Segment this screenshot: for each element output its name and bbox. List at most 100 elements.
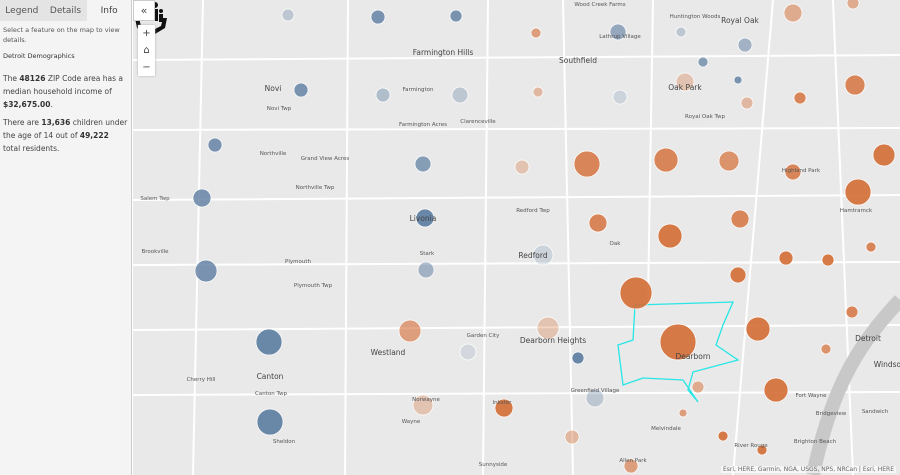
zip-area-circle xyxy=(844,178,872,206)
road xyxy=(133,54,900,61)
zip-area-circle xyxy=(293,82,309,98)
place-label: Lathrup Village xyxy=(599,34,641,40)
place-label: Huntington Woods xyxy=(669,14,721,20)
zip-area-circle xyxy=(737,37,753,53)
place-label: Fort Wayne xyxy=(795,393,827,399)
place-label: Wood Creek Farms xyxy=(574,2,626,8)
place-label: Farmington Hills xyxy=(412,48,474,57)
zip-area-circle xyxy=(281,8,295,22)
place-label: Stark xyxy=(419,251,435,257)
zip-area-circle xyxy=(588,213,608,233)
t: total residents. xyxy=(3,143,60,153)
zip-area-circle xyxy=(207,137,223,153)
zip-area-circle xyxy=(571,351,585,365)
place-label: Salem Twp xyxy=(140,196,170,202)
place-label: Norwayne xyxy=(412,397,440,403)
t: The xyxy=(3,74,20,84)
total-value: 49,222 xyxy=(79,131,109,141)
zip-area-circle xyxy=(718,150,740,172)
zip-area-circle xyxy=(514,159,530,175)
zip-area-circle xyxy=(691,380,705,394)
place-label: Northville Twp xyxy=(295,185,335,191)
zip-area-circle xyxy=(784,163,802,181)
zip-area-circle xyxy=(763,377,789,403)
zip-area-circle xyxy=(865,241,877,253)
zip-area-circle xyxy=(845,305,859,319)
place-label: Sandwich xyxy=(861,409,889,415)
place-label: Oak xyxy=(609,241,621,247)
zip-area-circle xyxy=(417,261,435,279)
children-value: 13,636 xyxy=(41,118,71,128)
zip-area-circle xyxy=(494,398,514,418)
income-value: $32,675.00 xyxy=(3,99,51,109)
place-label: Brighton Beach xyxy=(793,439,837,445)
road xyxy=(344,0,349,475)
place-label: Royal Oak Twp xyxy=(685,114,725,120)
zip-area-circle xyxy=(659,323,697,361)
zip-area-circle xyxy=(778,250,794,266)
road xyxy=(732,0,774,475)
zoom-in-button[interactable]: + xyxy=(142,28,151,39)
place-label: Sunnyside xyxy=(478,462,508,468)
zip-area-circle xyxy=(532,86,544,98)
zip-area-circle xyxy=(536,316,560,340)
zip-area-circle xyxy=(745,316,771,342)
zip-area-circle xyxy=(564,429,580,445)
zip-code: 48126 xyxy=(19,74,46,84)
road xyxy=(133,127,900,131)
zoom-out-button[interactable]: − xyxy=(142,62,151,73)
place-label: Hamtramck xyxy=(839,208,873,214)
place-label: Melvindale xyxy=(651,426,681,432)
place-label: Bridgeview xyxy=(815,411,847,417)
place-label: Livonia xyxy=(409,214,437,223)
zip-area-circle xyxy=(730,209,750,229)
map-view[interactable]: Wood Creek Farms Lathrup Village Huntingto… xyxy=(133,0,900,475)
tab-details[interactable]: Details xyxy=(43,0,88,21)
side-panel: Legend Details Info Select a feature on … xyxy=(0,0,132,475)
zip-area-circle xyxy=(585,388,605,408)
place-label: Royal Oak xyxy=(721,16,759,25)
tab-info[interactable]: Info xyxy=(87,0,132,21)
place-label: River Rouge xyxy=(734,443,768,449)
zip-area-circle xyxy=(612,89,628,105)
collapse-panel-button[interactable]: « xyxy=(133,0,155,21)
zip-area-circle xyxy=(793,91,807,105)
zip-area-circle xyxy=(846,0,860,10)
zip-area-circle xyxy=(415,208,435,228)
place-label: Clarenceville xyxy=(460,119,496,125)
place-label: Farmington Acres xyxy=(399,122,447,128)
place-label: Redford xyxy=(518,251,548,260)
t: . xyxy=(50,99,53,109)
place-label: Westland xyxy=(370,348,406,357)
zip-area-circle xyxy=(398,319,422,343)
t: ZIP Code area has a median household inc… xyxy=(3,74,124,96)
place-label: Sheldon xyxy=(272,439,296,445)
zip-area-circle xyxy=(872,143,896,167)
zip-area-circle xyxy=(375,87,391,103)
zip-area-circle xyxy=(653,147,679,173)
children-text: There are 13,636 children under the age … xyxy=(3,117,128,155)
zip-area-circle xyxy=(675,26,687,38)
road xyxy=(192,0,204,475)
place-label: Windsor xyxy=(873,360,900,369)
panel-tabs: Legend Details Info xyxy=(0,0,132,21)
place-label: Detroit xyxy=(855,334,881,343)
attribution: Esri, HERE, Garmin, NGA, USGS, NPS, NRCa… xyxy=(720,466,896,473)
place-label: Novi Twp xyxy=(266,106,292,112)
zip-area-circle xyxy=(678,408,688,418)
info-prompt: Select a feature on the map to view deta… xyxy=(3,26,120,45)
zip-area-circle xyxy=(255,328,283,356)
place-label: Allen Park xyxy=(619,458,647,464)
map-canvas[interactable] xyxy=(133,0,900,475)
home-button[interactable]: ⌂ xyxy=(143,45,150,56)
place-label: Greenfield Village xyxy=(570,388,620,394)
zip-area-circle xyxy=(675,72,695,92)
zip-area-circle xyxy=(256,408,284,436)
zip-area-circle xyxy=(623,458,639,474)
place-label: Dearborn Heights xyxy=(519,336,587,345)
layer-title: Detroit Demographics xyxy=(3,52,75,61)
zip-area-circle xyxy=(532,244,554,266)
zip-area-circle xyxy=(370,9,386,25)
zip-area-circle xyxy=(657,223,683,249)
tab-legend[interactable]: Legend xyxy=(0,0,44,21)
